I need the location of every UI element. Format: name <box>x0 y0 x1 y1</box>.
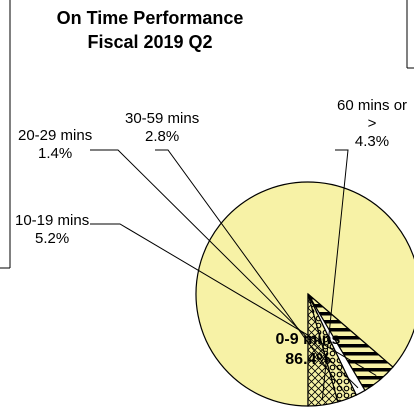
label-value: 1.4% <box>38 145 73 162</box>
leader-lines <box>90 149 377 400</box>
label-category: 0-9 mins <box>275 331 341 348</box>
chart-title-line-1: On Time Performance <box>56 8 244 28</box>
label-value: 2.8% <box>145 128 180 145</box>
label-0-9-mins: 0-9 mins 86.4% <box>276 330 341 370</box>
label-category: > <box>367 115 377 132</box>
label-20-29-mins: 20-29 mins 1.4% <box>18 127 92 163</box>
slice-60-mins-or <box>307 293 339 407</box>
leader-20-29-mins <box>90 149 359 389</box>
label-category: 10-19 mins <box>15 212 90 229</box>
leader-30-59-mins <box>155 149 346 394</box>
label-30-59-mins: 30-59 mins 2.8% <box>125 110 199 146</box>
label-value: 4.3% <box>354 133 390 150</box>
label-10-19-mins: 10-19 mins 5.2% <box>15 212 89 248</box>
leader-10-19-mins <box>90 223 377 377</box>
slice-0-9-mins <box>195 181 414 407</box>
label-value: 86.4% <box>285 351 331 368</box>
pie-slices <box>195 181 414 407</box>
chart-title-line-2: Fiscal 2019 Q2 <box>87 32 213 52</box>
label-category: 20-29 mins <box>18 127 93 144</box>
leader-60-mins-or <box>321 149 349 400</box>
label-category: 30-59 mins <box>125 110 200 127</box>
label-value: 5.2% <box>35 230 70 247</box>
label-60-mins-or: 60 mins or >4.3% <box>337 97 407 151</box>
label-category: 60 mins or <box>337 97 408 114</box>
